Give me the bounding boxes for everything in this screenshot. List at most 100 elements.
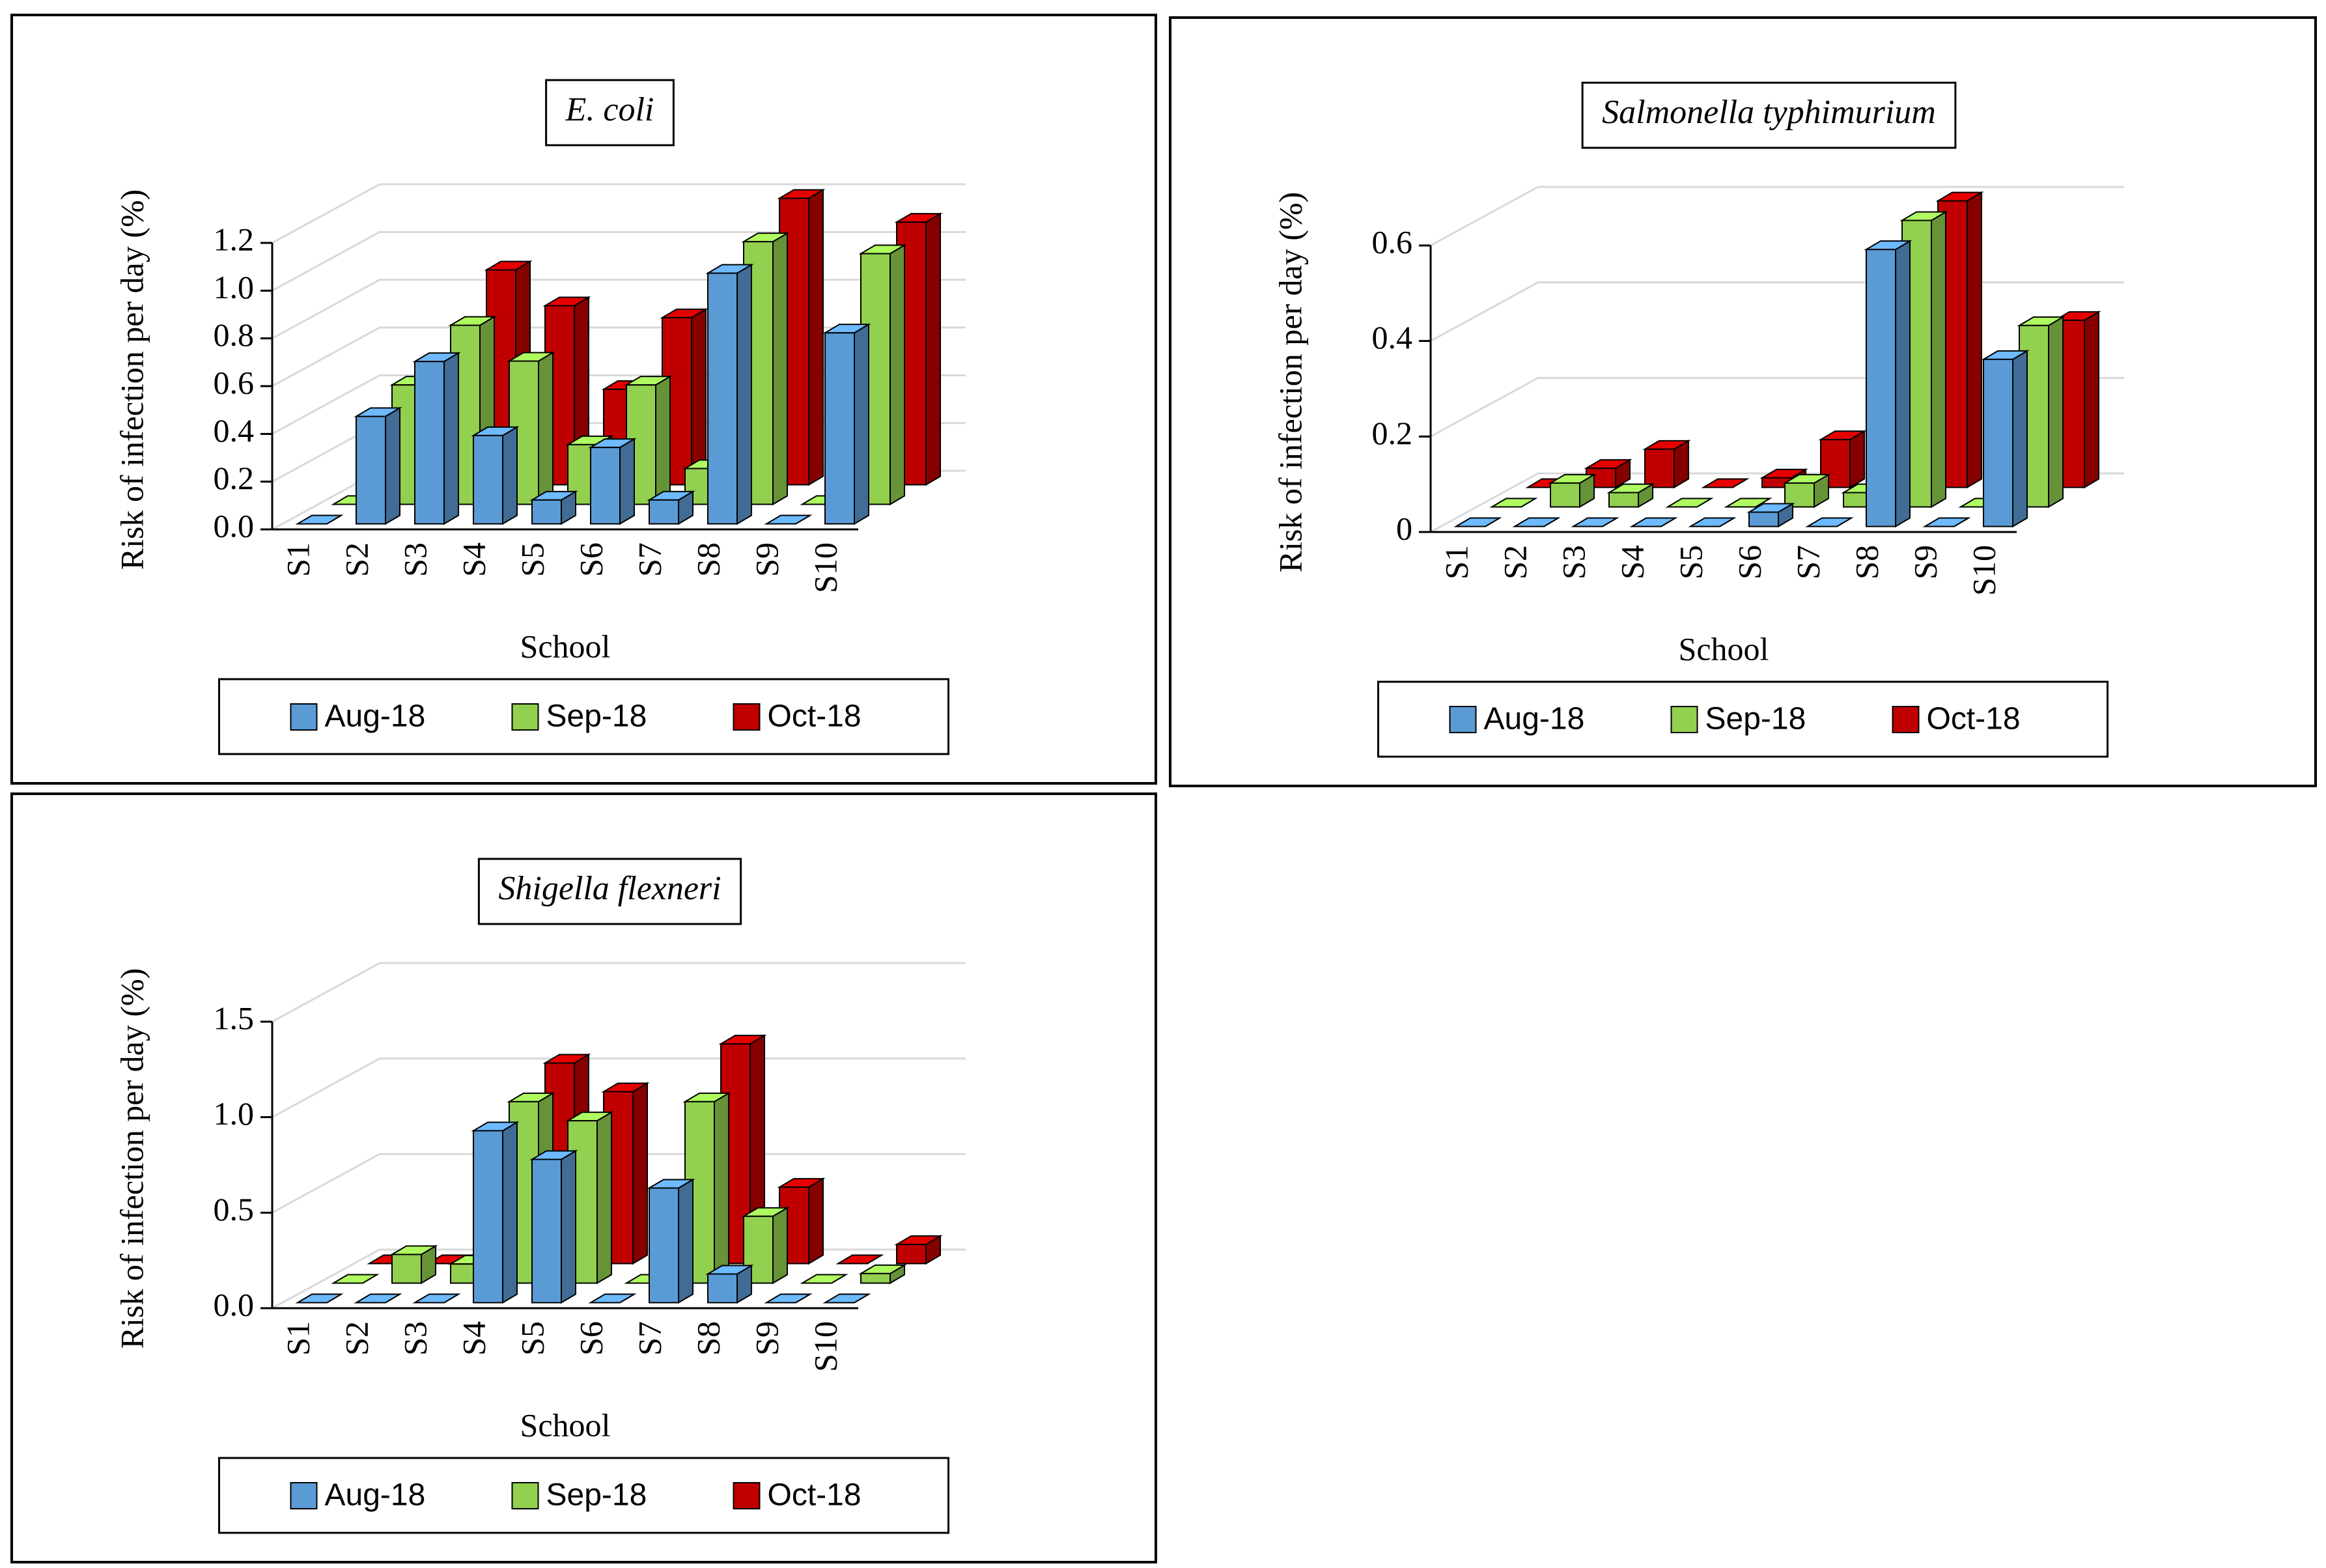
bar <box>391 1253 422 1284</box>
bar-side <box>2012 350 2028 528</box>
bar-top <box>835 1254 884 1265</box>
panel-border <box>1169 16 2317 787</box>
y-tick-label: 0.0 <box>214 507 255 544</box>
x-tick-label: S1 <box>279 1321 316 1356</box>
grid-line <box>1430 186 2124 247</box>
bar-side <box>561 1149 576 1304</box>
bar-side <box>925 212 941 486</box>
bar-top <box>1489 497 1538 508</box>
y-axis-label: Risk of infection per day (%) <box>113 968 150 1349</box>
bar <box>1644 448 1675 488</box>
bar <box>824 332 855 525</box>
bar-side <box>772 232 788 506</box>
chart-panel: 0.0 0.5 1.0 1.5 S1 S2 S3 S4 S5 S6 S7 S8 S9 S10 School R… <box>10 792 1157 1563</box>
bar-top <box>1453 517 1502 527</box>
y-tick-label: 1.0 <box>214 269 255 305</box>
legend-box <box>218 678 949 755</box>
bar-top <box>1629 517 1678 527</box>
legend-label: Aug-18 <box>325 699 426 734</box>
bar-side <box>1895 240 1911 528</box>
y-tick-label: 0.6 <box>1372 223 1413 260</box>
y-axis-label: Risk of infection per day (%) <box>1272 192 1308 573</box>
grid-line <box>272 231 966 292</box>
bar-top <box>1922 517 1971 527</box>
legend-swatch <box>511 1482 539 1509</box>
x-tick-label: S2 <box>338 1321 374 1356</box>
bar <box>896 1244 927 1265</box>
x-tick-label: S1 <box>279 542 316 577</box>
bar-side <box>632 1082 648 1265</box>
bar-top <box>764 1293 813 1304</box>
bar <box>649 1187 679 1304</box>
bar <box>473 1130 503 1304</box>
x-tick-label: S7 <box>631 542 667 577</box>
bar <box>414 361 445 525</box>
bar-top <box>800 1274 848 1284</box>
x-tick-label: S2 <box>1496 545 1533 580</box>
y-tick-label: 1.5 <box>214 1000 255 1036</box>
bar-side <box>691 308 707 486</box>
bar-top <box>1571 517 1619 527</box>
legend-swatch <box>1449 706 1477 733</box>
bar-side <box>596 1111 612 1285</box>
legend-swatch <box>733 703 761 731</box>
x-tick-label: S8 <box>690 1321 726 1356</box>
y-tick-label: 0.8 <box>214 316 255 353</box>
bar-side <box>808 188 824 486</box>
bar <box>531 499 562 525</box>
x-tick-label: S9 <box>748 542 785 577</box>
y-tick-label: 0.4 <box>214 412 255 449</box>
title-box <box>477 858 742 925</box>
bar-side <box>1931 210 1946 509</box>
legend-label: Sep-18 <box>1705 702 1806 736</box>
bar-top <box>1665 497 1714 508</box>
title-box <box>545 79 675 147</box>
bar <box>860 1272 891 1284</box>
bar-top <box>412 1293 461 1304</box>
chart-title: Salmonella typhimurium <box>1602 94 1936 131</box>
legend-box <box>1377 680 2109 758</box>
bar-side <box>443 352 459 525</box>
y-tick-label: 0 <box>1396 510 1412 546</box>
y-tick-label: 0.4 <box>1372 319 1413 356</box>
bar-side <box>678 1178 694 1304</box>
y-axis-label: Risk of infection per day (%) <box>113 189 150 570</box>
x-tick-label: S9 <box>748 1321 785 1356</box>
bar <box>1550 482 1580 508</box>
bar-side <box>2084 311 2099 489</box>
grid-line <box>272 1057 966 1118</box>
x-tick-label: S8 <box>690 542 726 577</box>
bar <box>1748 511 1779 527</box>
legend-label: Oct-18 <box>768 699 862 734</box>
bar-side <box>714 1092 729 1285</box>
chart-panel: 0 0.2 0.4 0.6 S1 S2 S3 S4 S5 S6 S7 S8 S9 S10 School Ris… <box>1169 16 2317 787</box>
legend-label: Sep-18 <box>546 1478 647 1513</box>
grid-line <box>272 1153 966 1214</box>
bar-side <box>736 263 752 525</box>
bar-side <box>854 323 869 525</box>
bar-side <box>2048 316 2064 509</box>
bar <box>649 499 679 525</box>
chart-title: Shigella flexneri <box>498 870 721 907</box>
bar-side <box>1849 430 1865 489</box>
bar-top <box>1724 497 1773 508</box>
y-tick-label: 1.2 <box>214 221 255 257</box>
x-tick-label: S5 <box>1672 545 1709 580</box>
title-box <box>1581 81 1957 149</box>
x-tick-label: S7 <box>1789 545 1826 580</box>
legend-label: Oct-18 <box>1927 702 2021 736</box>
bar-top <box>588 1293 637 1304</box>
x-tick-label: S10 <box>807 542 843 593</box>
bar <box>473 434 503 525</box>
x-axis-label: School <box>1679 630 1769 667</box>
bar-side <box>502 1121 518 1304</box>
legend-label: Aug-18 <box>1484 702 1585 736</box>
y-tick-label: 0.2 <box>214 460 255 496</box>
x-tick-label: S3 <box>397 1321 433 1356</box>
legend-swatch <box>290 703 318 731</box>
bar-top <box>354 1293 402 1304</box>
x-tick-label: S6 <box>572 1321 609 1356</box>
x-axis-label: School <box>520 628 611 664</box>
